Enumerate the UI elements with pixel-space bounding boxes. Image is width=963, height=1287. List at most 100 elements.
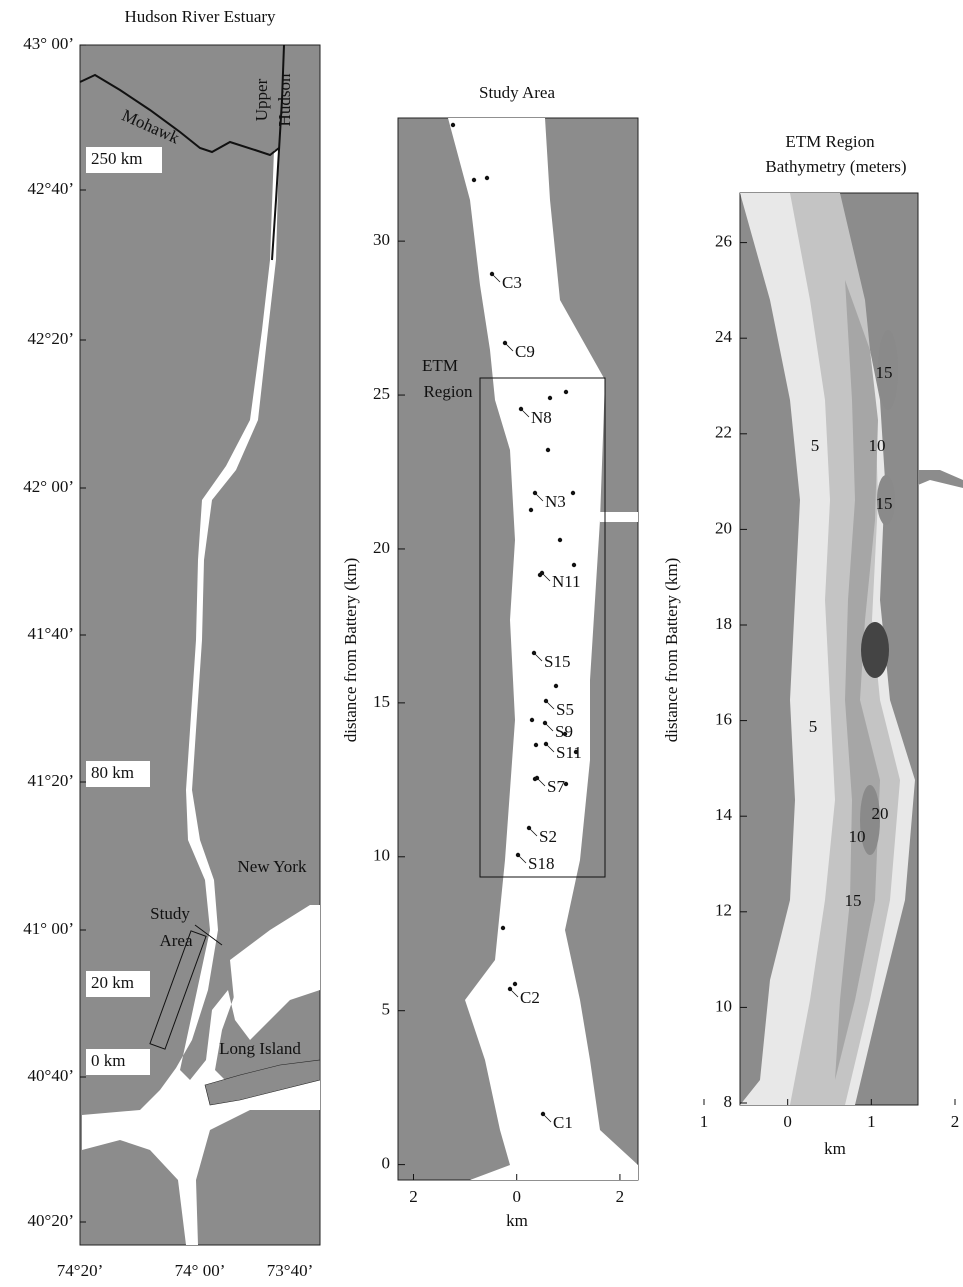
tributary bbox=[600, 512, 638, 522]
y-tick-label: 18 bbox=[715, 614, 732, 633]
station-dot bbox=[574, 750, 578, 754]
station-dot bbox=[533, 777, 537, 781]
latitude-label: 41° 00’ bbox=[23, 919, 74, 938]
axis-title: km bbox=[824, 1139, 846, 1158]
panel-title: Hudson River Estuary bbox=[124, 7, 276, 26]
region-label: ETM bbox=[422, 356, 458, 375]
latitude-label: 41°20’ bbox=[28, 771, 74, 790]
station-label: N3 bbox=[545, 492, 566, 511]
station-dot bbox=[472, 178, 476, 182]
axis-title: distance from Battery (km) bbox=[341, 558, 360, 743]
panel-title: Study Area bbox=[479, 83, 555, 102]
longitude-label: 74°20’ bbox=[57, 1261, 103, 1280]
station-dot bbox=[564, 390, 568, 394]
y-tick-label: 26 bbox=[715, 232, 732, 251]
place-label: Study bbox=[150, 904, 190, 923]
station-label: S9 bbox=[555, 722, 573, 741]
contour-label: 10 bbox=[849, 827, 866, 846]
y-tick-label: 14 bbox=[715, 805, 733, 824]
contour-label: 15 bbox=[876, 494, 893, 513]
place-label: Area bbox=[159, 931, 192, 950]
y-tick-label: 0 bbox=[382, 1154, 391, 1173]
contour-label: 5 bbox=[811, 436, 820, 455]
y-tick-label: 5 bbox=[382, 1000, 391, 1019]
y-tick-label: 30 bbox=[373, 230, 390, 249]
latitude-label: 40°40’ bbox=[28, 1066, 74, 1085]
contour-label: 15 bbox=[845, 891, 862, 910]
figure: Hudson River Estuary 43° 00’ 42°40’ 42°20’ 4… bbox=[0, 0, 963, 1287]
panel-title: Bathymetry (meters) bbox=[765, 157, 906, 176]
y-tick-label: 8 bbox=[724, 1092, 733, 1111]
axis-title: distance from Battery (km) bbox=[662, 558, 681, 743]
longitude-label: 73°40’ bbox=[267, 1261, 313, 1280]
y-tick-label: 16 bbox=[715, 710, 732, 729]
km-marker: 80 km bbox=[91, 763, 134, 782]
x-tick-label: 1 bbox=[867, 1112, 876, 1131]
y-tick-label: 12 bbox=[715, 901, 732, 920]
river-label: Upper bbox=[252, 78, 271, 121]
x-tick-label: 1 bbox=[700, 1112, 709, 1131]
place-label: New York bbox=[238, 857, 307, 876]
station-dot bbox=[571, 491, 575, 495]
station-dot bbox=[548, 396, 552, 400]
station-dot bbox=[554, 684, 558, 688]
station-dot bbox=[513, 982, 517, 986]
x-tick-label: 2 bbox=[409, 1187, 418, 1206]
x-tick-label: 0 bbox=[512, 1187, 521, 1206]
km-marker: 250 km bbox=[91, 149, 142, 168]
x-tick-label: 2 bbox=[951, 1112, 960, 1131]
station-label: N11 bbox=[552, 572, 581, 591]
region-label: Region bbox=[423, 382, 473, 401]
station-label: N8 bbox=[531, 408, 552, 427]
station-label: C3 bbox=[502, 273, 522, 292]
latitude-label: 42°20’ bbox=[28, 329, 74, 348]
station-dot bbox=[563, 732, 567, 736]
station-dot bbox=[558, 538, 562, 542]
contour-label: 20 bbox=[872, 804, 889, 823]
station-label: C2 bbox=[520, 988, 540, 1007]
latitude-label: 41°40’ bbox=[28, 624, 74, 643]
contour-label: 15 bbox=[876, 363, 893, 382]
latitude-label: 42°40’ bbox=[28, 179, 74, 198]
y-tick-label: 10 bbox=[373, 846, 390, 865]
latitude-label: 43° 00’ bbox=[23, 34, 74, 53]
station-label: C9 bbox=[515, 342, 535, 361]
east-bank bbox=[918, 470, 963, 488]
station-label: S5 bbox=[556, 700, 574, 719]
station-dot bbox=[564, 782, 568, 786]
station-dot bbox=[530, 718, 534, 722]
y-tick-label: 15 bbox=[373, 692, 390, 711]
y-tick-label: 24 bbox=[715, 327, 733, 346]
station-label: S7 bbox=[547, 777, 565, 796]
longitude-label: 74° 00’ bbox=[175, 1261, 226, 1280]
y-tick-label: 20 bbox=[373, 538, 390, 557]
latitude-label: 40°20’ bbox=[28, 1211, 74, 1230]
station-label: S15 bbox=[544, 652, 570, 671]
station-dot bbox=[572, 563, 576, 567]
km-marker: 20 km bbox=[91, 973, 134, 992]
panel-title: ETM Region bbox=[785, 132, 875, 151]
station-dot bbox=[534, 743, 538, 747]
station-dot bbox=[529, 508, 533, 512]
latitude-label: 42° 00’ bbox=[23, 477, 74, 496]
y-tick-label: 10 bbox=[715, 996, 732, 1015]
axis-title: km bbox=[506, 1211, 528, 1230]
station-label: S18 bbox=[528, 854, 554, 873]
deep-hole bbox=[861, 622, 889, 678]
station-dot bbox=[501, 926, 505, 930]
station-dot bbox=[485, 176, 489, 180]
x-tick-label: 2 bbox=[616, 1187, 625, 1206]
x-tick-label: 0 bbox=[783, 1112, 792, 1131]
station-dot bbox=[451, 123, 455, 127]
y-tick-label: 20 bbox=[715, 518, 732, 537]
station-label: S2 bbox=[539, 827, 557, 846]
contour-label: 10 bbox=[869, 436, 886, 455]
y-tick-label: 22 bbox=[715, 423, 732, 442]
etm-map bbox=[740, 193, 963, 1105]
river-label: Hudson bbox=[275, 73, 294, 126]
station-dot bbox=[546, 448, 550, 452]
station-label: C1 bbox=[553, 1113, 573, 1132]
place-label: Long Island bbox=[219, 1039, 301, 1058]
station-dot bbox=[538, 573, 542, 577]
km-marker: 0 km bbox=[91, 1051, 125, 1070]
